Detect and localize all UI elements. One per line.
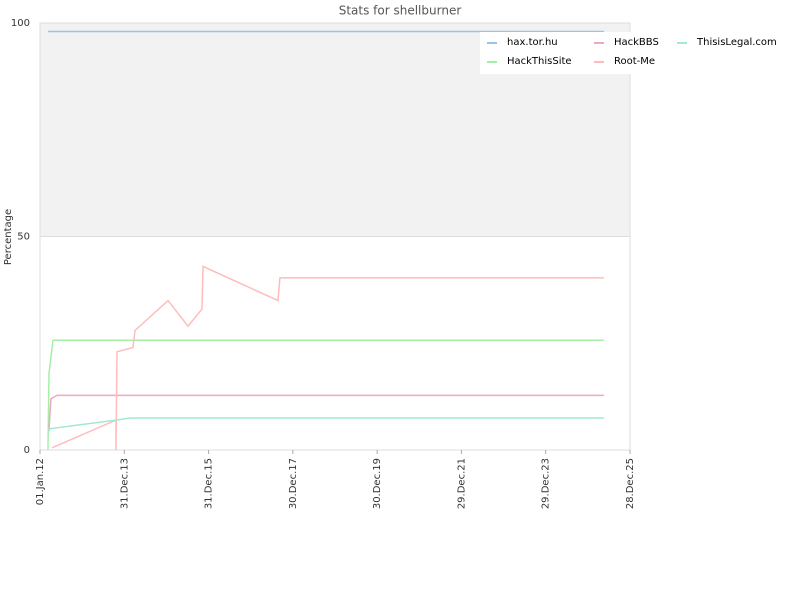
- legend-label: Root-Me: [614, 56, 655, 67]
- y-tick-label: 0: [24, 445, 30, 456]
- y-tick-label: 50: [17, 232, 30, 243]
- y-axis-label: Percentage: [3, 209, 14, 265]
- x-tick-label: 29.Dec.23: [541, 458, 552, 509]
- x-tick-label: 28.Dec.25: [625, 458, 636, 509]
- legend-label: ThisisLegal.com: [696, 37, 777, 48]
- series-line: [47, 417, 604, 434]
- series-line: [48, 394, 604, 429]
- x-tick-label: 31.Dec.15: [204, 458, 215, 509]
- legend-box: [480, 32, 780, 74]
- legend-label: HackBBS: [614, 37, 659, 48]
- chart-title: Stats for shellburner: [339, 4, 462, 18]
- series-line: [51, 265, 604, 451]
- x-tick-label: 30.Dec.19: [372, 458, 383, 509]
- series-line: [47, 339, 604, 451]
- x-tick-label: 01.Jan.12: [35, 458, 46, 505]
- legend-label: HackThisSite: [507, 56, 572, 67]
- legend-label: hax.tor.hu: [507, 37, 558, 48]
- y-tick-label: 100: [11, 18, 30, 29]
- x-tick-label: 29.Dec.21: [456, 458, 467, 509]
- x-tick-label: 30.Dec.17: [288, 458, 299, 509]
- x-tick-label: 31.Dec.13: [119, 458, 130, 509]
